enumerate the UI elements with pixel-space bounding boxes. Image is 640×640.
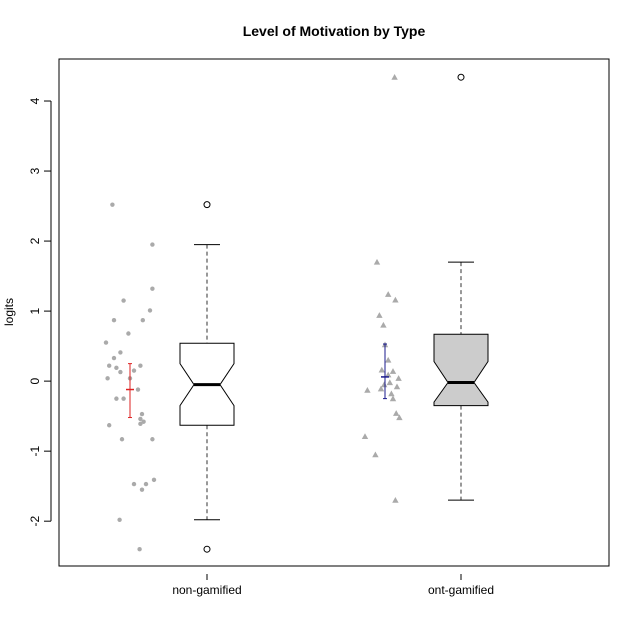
jitter-point bbox=[377, 385, 385, 392]
jitter-point bbox=[111, 318, 117, 323]
jitter-point bbox=[114, 365, 119, 371]
jitter-point bbox=[393, 383, 401, 390]
jitter-point bbox=[361, 433, 369, 440]
jitter-point bbox=[376, 312, 383, 318]
jitter-point bbox=[131, 368, 137, 373]
jitter-point bbox=[139, 487, 145, 492]
jitter-point bbox=[139, 411, 145, 417]
x-tick-label-0: non-gamified bbox=[172, 583, 241, 597]
y-tick-label-6: 4 bbox=[28, 97, 42, 104]
jitter-point bbox=[389, 368, 397, 374]
y-tick-label-5: 3 bbox=[28, 167, 42, 174]
jitter-point bbox=[137, 546, 142, 552]
jitter-point bbox=[147, 308, 153, 313]
jitter-point bbox=[150, 242, 155, 247]
outlier-point bbox=[203, 201, 211, 209]
jitter-point bbox=[107, 363, 112, 368]
jitter-group-1 bbox=[361, 74, 403, 503]
jitter-point bbox=[364, 387, 371, 393]
jitter-point bbox=[138, 363, 143, 368]
y-axis: -2 -1 0 1 2 3 4 bbox=[28, 97, 52, 527]
y-tick-label-3: 1 bbox=[28, 307, 42, 314]
plot-frame bbox=[58, 58, 610, 567]
jitter-point bbox=[119, 437, 125, 442]
jitter-point bbox=[150, 286, 155, 291]
jitter-point bbox=[138, 416, 143, 422]
jitter-point bbox=[385, 371, 392, 378]
y-axis-label: logits bbox=[2, 298, 16, 326]
jitter-point bbox=[385, 291, 392, 297]
y-tick-label-4: 2 bbox=[28, 237, 42, 244]
jitter-point bbox=[381, 381, 388, 388]
y-tick-label-2: 0 bbox=[28, 377, 42, 384]
mean-ci-0 bbox=[126, 363, 134, 419]
outlier-point bbox=[203, 545, 211, 553]
jitter-point bbox=[143, 481, 149, 487]
box-0 bbox=[179, 201, 235, 553]
jitter-point bbox=[396, 414, 403, 421]
jitter-point bbox=[103, 340, 109, 345]
jitter-point bbox=[140, 318, 145, 323]
jitter-point bbox=[150, 437, 155, 442]
box-body bbox=[433, 333, 489, 407]
jitter-point bbox=[391, 74, 398, 80]
jitter-point bbox=[121, 396, 126, 401]
jitter-point bbox=[392, 496, 399, 503]
y-tick-label-0: -2 bbox=[28, 516, 42, 527]
x-axis: non-gamified ont-gamified bbox=[172, 574, 494, 597]
jitter-group-0 bbox=[103, 202, 157, 552]
jitter-point bbox=[151, 477, 157, 483]
jitter-point bbox=[393, 410, 400, 416]
box-1 bbox=[433, 73, 489, 501]
jitter-point bbox=[372, 451, 379, 458]
jitter-point bbox=[117, 517, 122, 522]
jitter-point bbox=[373, 258, 381, 265]
jitter-point bbox=[131, 481, 137, 487]
y-tick-label-1: -1 bbox=[28, 445, 42, 456]
jitter-point bbox=[392, 296, 399, 303]
mean-ci-1 bbox=[381, 343, 389, 400]
jitter-point bbox=[385, 356, 392, 363]
jitter-point bbox=[380, 321, 387, 328]
jitter-point bbox=[141, 419, 146, 424]
jitter-point bbox=[378, 366, 385, 373]
jitter-point bbox=[110, 202, 115, 207]
jitter-point bbox=[389, 395, 397, 402]
jitter-point bbox=[135, 387, 141, 392]
jitter-point bbox=[111, 355, 117, 361]
jitter-point bbox=[126, 331, 131, 336]
jitter-point bbox=[388, 390, 395, 397]
jitter-point bbox=[118, 350, 123, 355]
x-tick-label-1: ont-gamified bbox=[428, 583, 494, 597]
jitter-point bbox=[138, 421, 143, 427]
plot-marks bbox=[103, 73, 489, 553]
outlier-point bbox=[457, 73, 465, 81]
jitter-point bbox=[121, 298, 126, 303]
jitter-point bbox=[114, 396, 119, 401]
jitter-point bbox=[395, 375, 402, 381]
jitter-point bbox=[118, 369, 123, 375]
jitter-point bbox=[107, 423, 112, 428]
jitter-point bbox=[386, 379, 393, 386]
chart-title: Level of Motivation by Type bbox=[243, 23, 426, 39]
jitter-point bbox=[105, 376, 110, 381]
